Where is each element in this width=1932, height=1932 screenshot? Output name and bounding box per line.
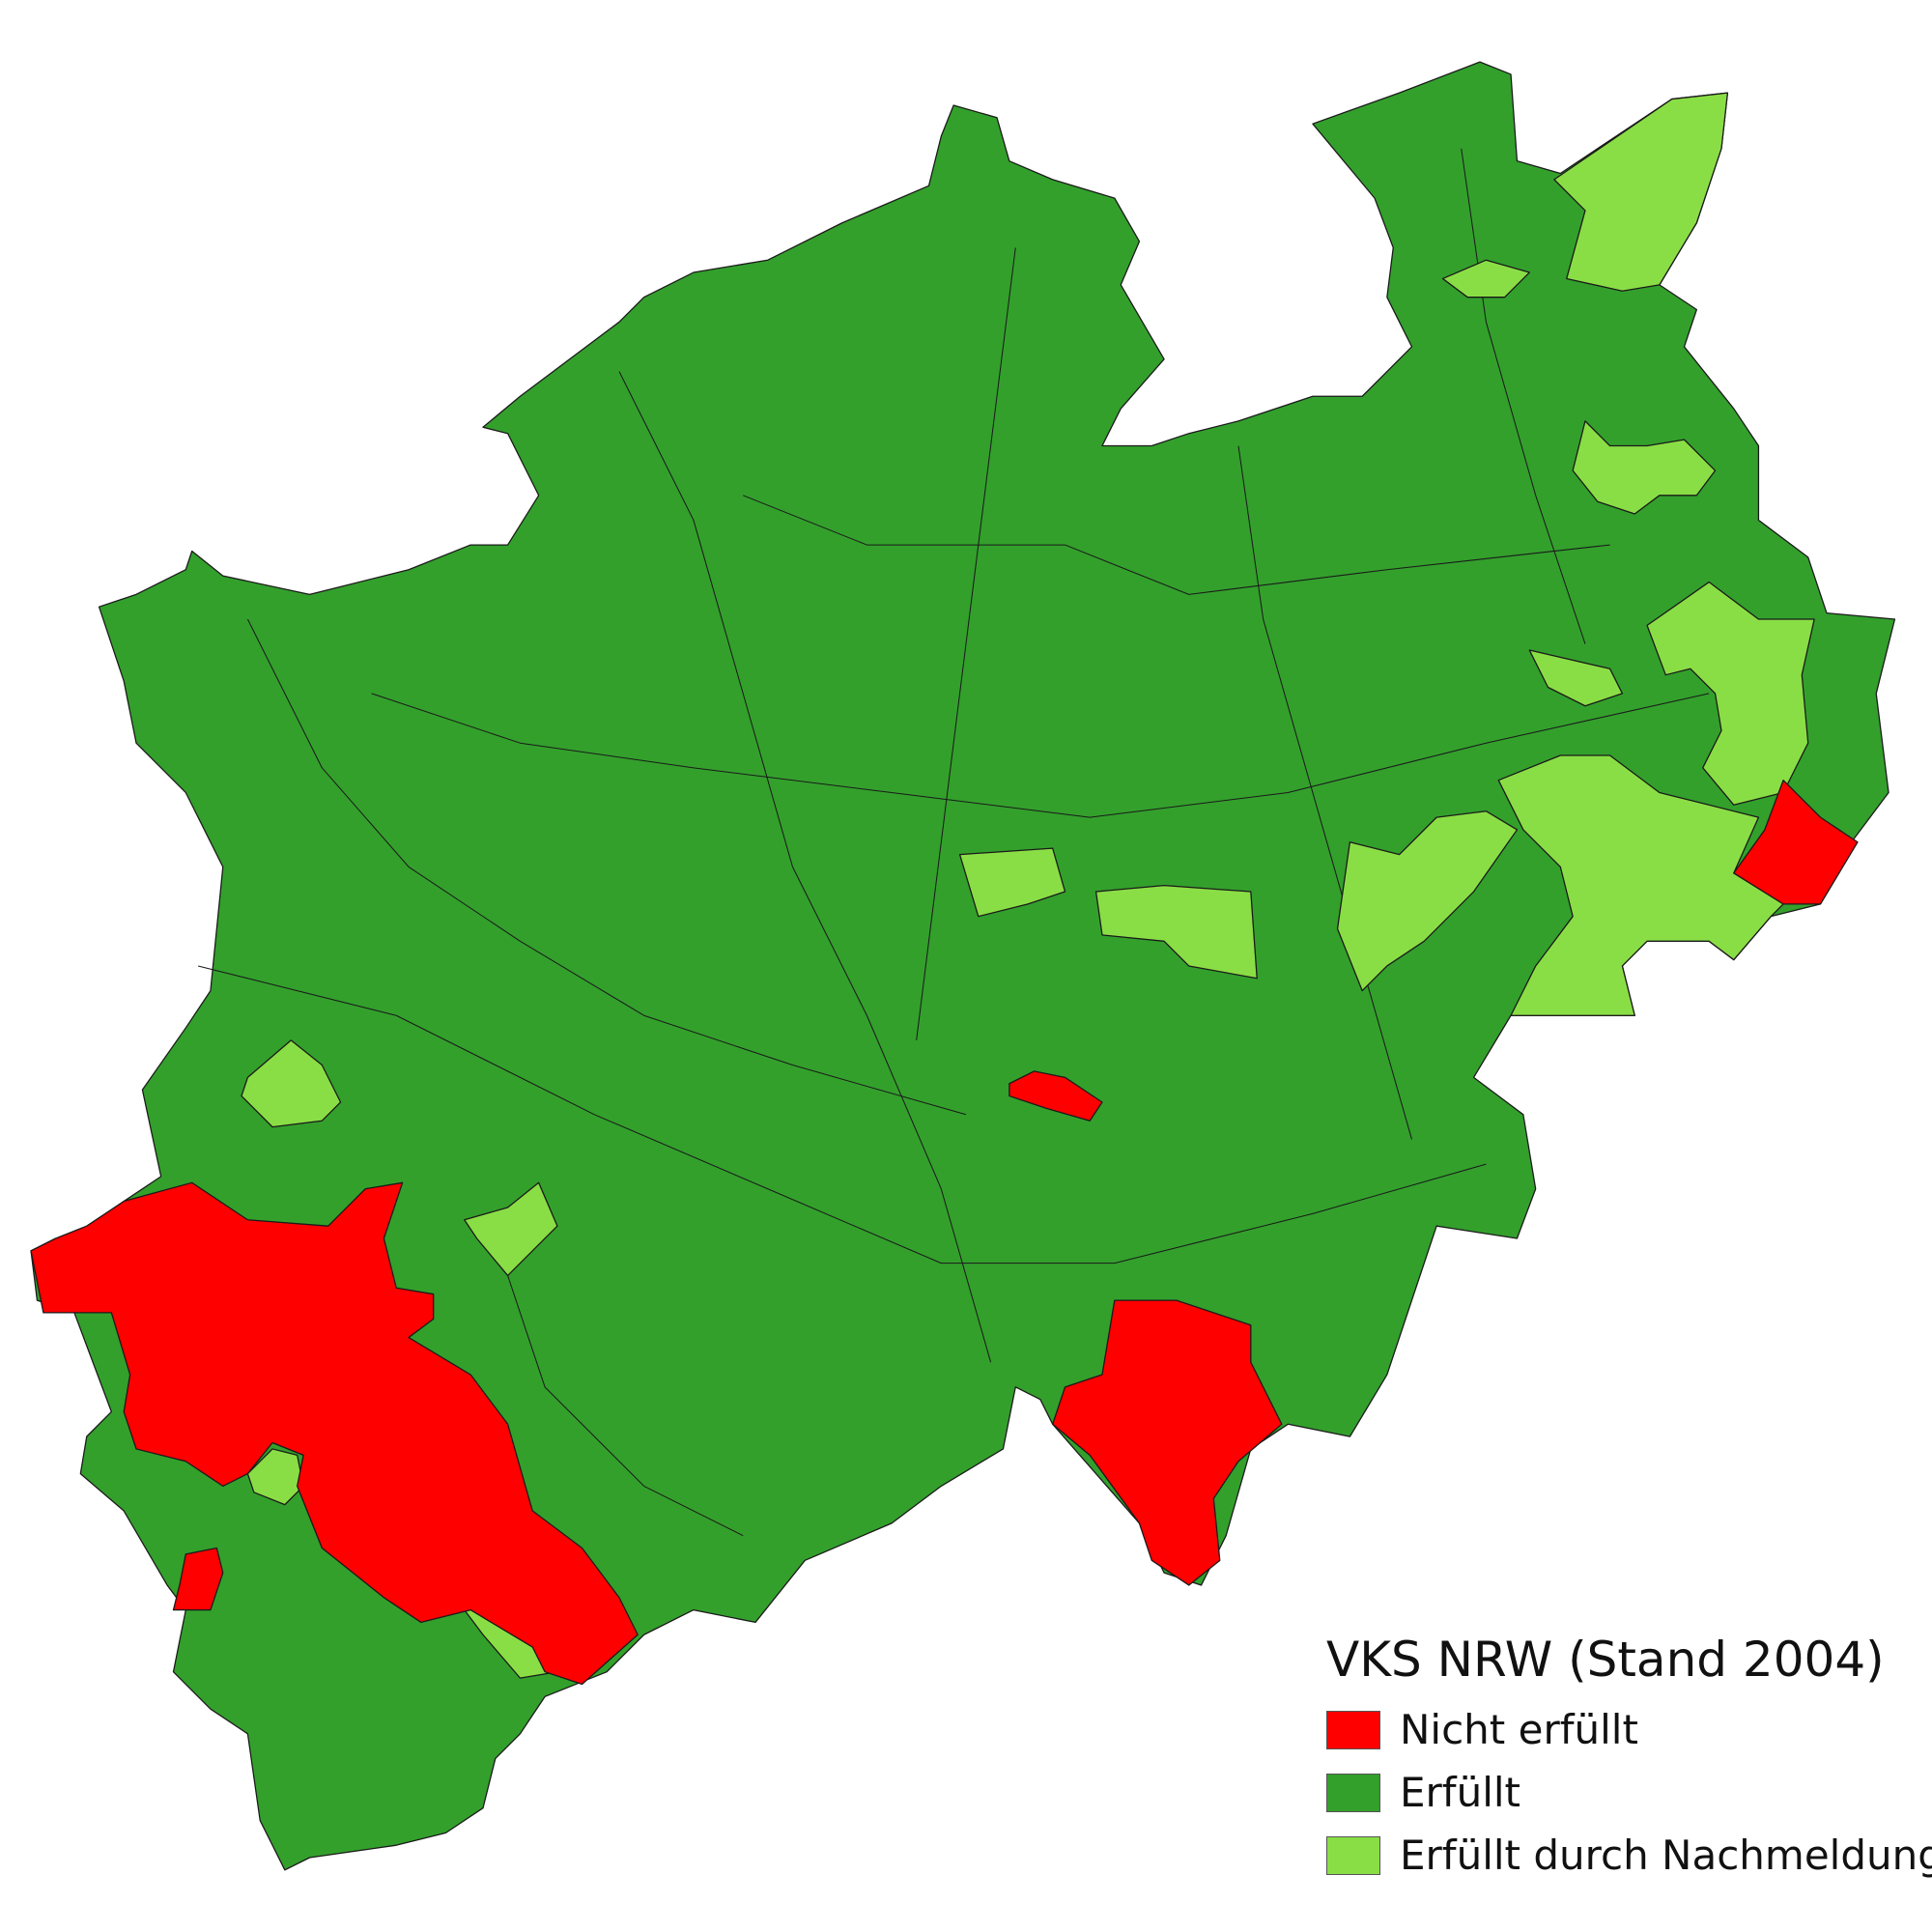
legend-swatch-red [1326,1710,1380,1749]
legend-swatch-lightgreen [1326,1835,1380,1875]
legend-item-nachmeldung: Erfüllt durch Nachmeldung [1326,1824,1932,1887]
legend-label: Nicht erfüllt [1400,1706,1638,1753]
legend-title: VKS NRW (Stand 2004) [1326,1632,1885,1688]
municipal-borders [197,148,1710,1537]
legend-label: Erfüllt [1400,1769,1521,1816]
legend-item-nicht-erfuellt: Nicht erfüllt [1326,1698,1932,1761]
legend-swatch-green [1326,1773,1380,1812]
legend-label: Erfüllt durch Nachmeldung [1400,1832,1932,1879]
regions-nachmeldung [241,92,1815,1679]
legend-item-erfuellt: Erfüllt [1326,1761,1932,1824]
regions-nicht-erfuellt [30,780,1859,1686]
legend: VKS NRW (Stand 2004) Nicht erfüllt Erfül… [1326,1631,1932,1887]
